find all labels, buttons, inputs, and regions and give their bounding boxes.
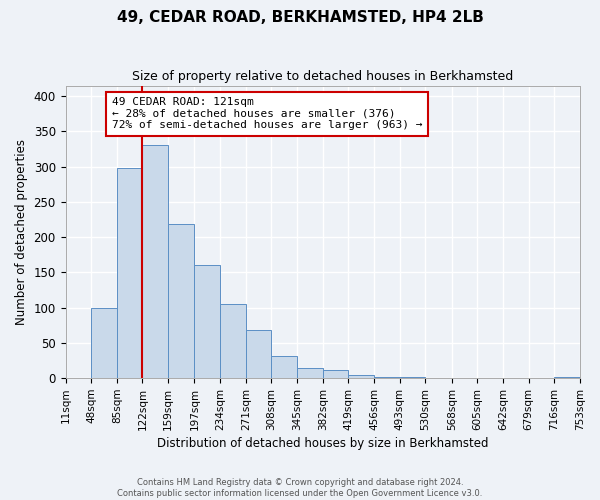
Bar <box>142 146 168 378</box>
Bar <box>271 356 297 378</box>
Bar <box>400 377 425 378</box>
Bar <box>297 368 323 378</box>
Bar <box>349 374 374 378</box>
Bar <box>246 330 271 378</box>
Text: 49, CEDAR ROAD, BERKHAMSTED, HP4 2LB: 49, CEDAR ROAD, BERKHAMSTED, HP4 2LB <box>116 10 484 25</box>
Y-axis label: Number of detached properties: Number of detached properties <box>15 139 28 325</box>
Bar <box>323 370 349 378</box>
Bar <box>220 304 246 378</box>
Text: 49 CEDAR ROAD: 121sqm
← 28% of detached houses are smaller (376)
72% of semi-det: 49 CEDAR ROAD: 121sqm ← 28% of detached … <box>112 98 422 130</box>
Text: Contains HM Land Registry data © Crown copyright and database right 2024.
Contai: Contains HM Land Registry data © Crown c… <box>118 478 482 498</box>
Bar <box>194 266 220 378</box>
X-axis label: Distribution of detached houses by size in Berkhamsted: Distribution of detached houses by size … <box>157 437 488 450</box>
Title: Size of property relative to detached houses in Berkhamsted: Size of property relative to detached ho… <box>132 70 514 83</box>
Bar <box>117 168 142 378</box>
Bar <box>91 308 117 378</box>
Bar <box>554 377 580 378</box>
Bar <box>168 224 194 378</box>
Bar <box>374 377 400 378</box>
